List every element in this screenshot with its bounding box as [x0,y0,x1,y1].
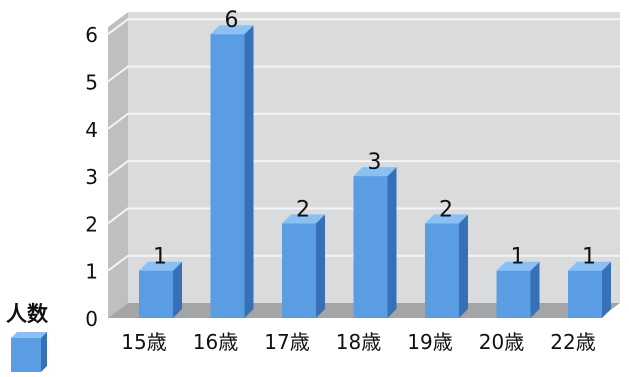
legend-swatch [11,332,47,372]
data-labels: 1 6 2 3 2 1 1 [153,8,596,270]
y-axis-ticks: 0 1 2 3 4 5 6 [85,23,98,331]
bar-side [602,261,611,318]
data-label: 3 [368,150,382,175]
x-tick-label: 22歳 [550,330,595,354]
data-label: 2 [296,197,310,222]
y-tick-label: 2 [85,212,98,236]
bar-side [173,261,182,318]
x-tick-label: 15歳 [121,330,166,354]
bar [425,214,468,318]
y-tick-label: 4 [85,118,98,142]
gridline [107,160,620,177]
bar-front [568,270,602,318]
bar-side [244,25,254,318]
x-tick-label: 18歳 [336,330,381,354]
data-label: 1 [153,245,167,270]
y-tick-label: 1 [85,260,98,284]
legend-label: 人数 [6,302,48,326]
bar-front [353,176,388,318]
bar-side [316,214,325,318]
y-tick-label: 5 [85,71,98,95]
y-tick-label: 6 [85,23,98,47]
bar-front [139,270,173,318]
bar-side [459,214,468,318]
bar [282,214,325,318]
bar-top [282,214,325,224]
bar [210,25,254,318]
bar-front [425,223,459,318]
bar-top [139,261,182,271]
gridline [107,207,620,225]
x-tick-label: 16歳 [193,330,238,354]
data-label: 1 [511,245,525,270]
bar-side [387,167,397,318]
gridline [107,65,620,83]
bar-top [425,214,468,224]
bar-top [496,261,540,271]
bar-top [210,25,254,35]
gridline [107,112,620,130]
x-tick-label: 20歳 [479,330,524,354]
plot-side-wall [108,12,128,318]
x-tick-label: 17歳 [264,330,309,354]
data-label: 6 [225,8,239,33]
bar [353,167,397,318]
bar [139,261,182,318]
data-label: 2 [439,197,453,222]
bars [139,25,611,318]
y-tick-label: 0 [85,307,98,331]
bar-top [353,167,397,177]
data-label: 1 [582,245,596,270]
bar-side [530,261,540,318]
bar [496,261,540,318]
x-axis-ticks: 15歳 16歳 17歳 18歳 19歳 20歳 22歳 [121,330,595,354]
bar [568,261,611,318]
gridlines [107,18,620,272]
x-tick-label: 19歳 [407,330,452,354]
y-tick-label: 3 [85,165,98,189]
bar-front [282,223,316,318]
bar-top [568,261,611,271]
gridline [107,18,620,36]
bar-front [210,34,245,318]
bar-front [496,270,531,318]
